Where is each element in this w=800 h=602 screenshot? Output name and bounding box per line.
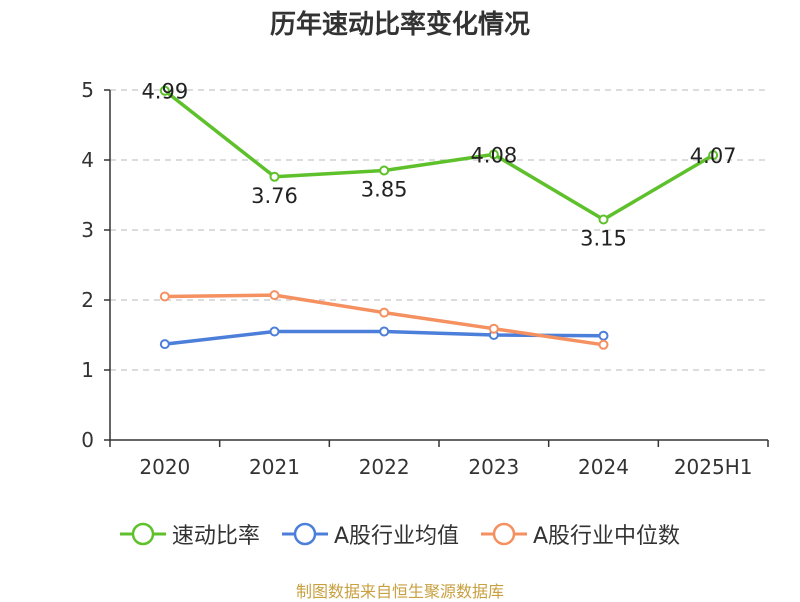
data-label: 3.15: [580, 227, 627, 251]
legend-marker-icon: [281, 522, 328, 546]
series-line: [163, 89, 715, 222]
legend-label: 速动比率: [171, 524, 260, 549]
chart-title: 历年速动比率变化情况: [269, 10, 530, 40]
x-tick-label: 2020: [139, 455, 190, 479]
y-tick-label: 1: [81, 358, 94, 382]
source-note: 制图数据来自恒生聚源数据库: [295, 582, 504, 601]
data-point: [598, 214, 609, 225]
legend-marker-icon: [481, 522, 527, 546]
x-tick-label: 2022: [359, 455, 410, 479]
data-point: [488, 323, 499, 334]
legend-item[interactable]: 速动比率: [119, 518, 260, 550]
data-point: [598, 339, 609, 350]
y-tick-label: 2: [81, 288, 94, 312]
data-label: 3.85: [361, 178, 408, 202]
data-label: 3.76: [251, 184, 298, 208]
y-tick-label: 4: [81, 148, 94, 172]
data-label: 4.99: [141, 80, 188, 104]
y-tick-label: 0: [81, 428, 94, 452]
data-point: [598, 330, 609, 341]
x-tick-label: 2025H1: [674, 455, 753, 479]
data-point: [379, 165, 390, 176]
legend-label: A股行业中位数: [533, 524, 681, 549]
y-tick-label: 5: [81, 78, 94, 102]
data-point: [269, 171, 280, 182]
data-point: [159, 85, 170, 96]
data-point: [269, 290, 280, 301]
data-point: [269, 326, 280, 337]
x-tick-label: 2021: [249, 455, 300, 479]
data-point: [159, 291, 170, 302]
legend-marker-icon: [119, 522, 166, 546]
data-label: 4.08: [470, 143, 517, 167]
x-tick-label: 2024: [578, 455, 629, 479]
data-point: [488, 149, 499, 160]
legend: 速动比率 A股行业均值 A股行业中位数: [0, 518, 800, 550]
legend-item[interactable]: A股行业中位数: [481, 518, 680, 550]
data-point: [379, 326, 390, 337]
data-point: [379, 307, 390, 318]
data-point: [159, 339, 170, 350]
data-label: 4.07: [690, 144, 737, 168]
legend-label: A股行业均值: [333, 524, 459, 549]
legend-item[interactable]: A股行业均值: [281, 518, 459, 550]
data-point: [708, 150, 719, 161]
y-tick-label: 3: [81, 218, 94, 242]
x-tick-label: 2023: [468, 455, 519, 479]
